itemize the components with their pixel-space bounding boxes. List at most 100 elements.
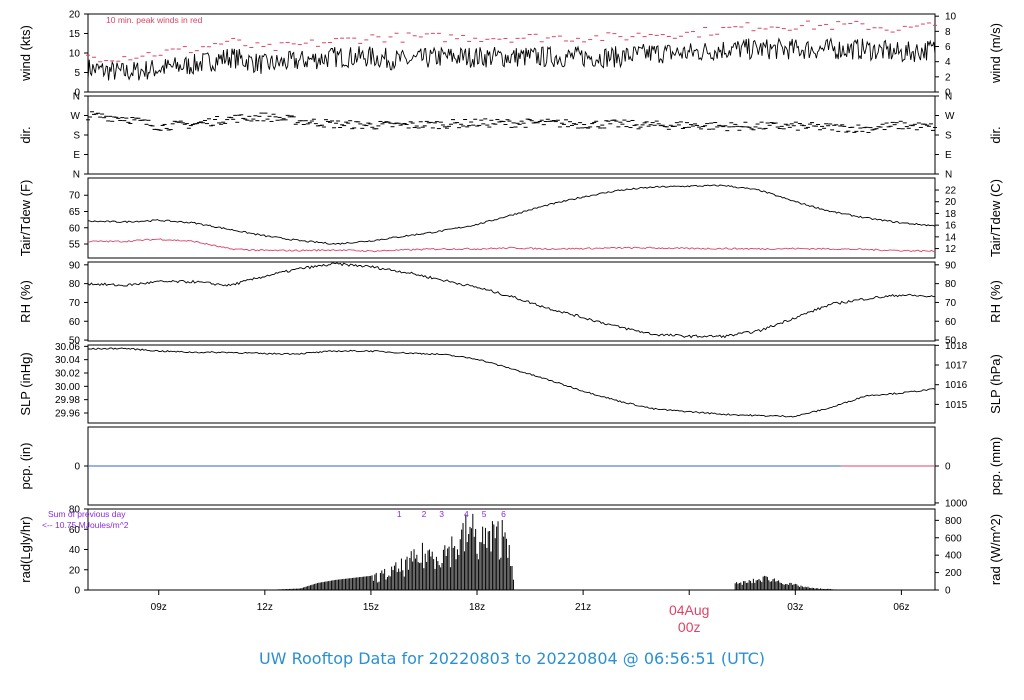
- ytick-label: N: [73, 92, 80, 103]
- series-dew: [87, 238, 936, 253]
- ytick-label: S: [73, 131, 80, 142]
- series-slp: [87, 347, 936, 418]
- ytick-label: 60: [69, 525, 81, 536]
- ylabel-left-direction: dir.: [18, 126, 33, 143]
- right-ytick-label: 1018: [945, 341, 968, 352]
- right-ytick-label: 2: [945, 72, 951, 83]
- panel-frame-radiation: [87, 508, 936, 591]
- right-ytick-label: 0: [945, 586, 951, 597]
- series-rh: [87, 262, 936, 339]
- ylabel-left-radiation: rad(Lgly/hr): [18, 516, 33, 582]
- xtick-label: 03z: [787, 602, 803, 613]
- right-ytick-label: 18: [945, 209, 957, 220]
- ytick-label: 70: [69, 298, 81, 309]
- ylabel-left-precipitation: pcp. (in): [18, 443, 33, 490]
- right-ytick-label: N: [945, 92, 952, 103]
- right-ytick-label: 1000: [945, 498, 968, 509]
- ytick-label: E: [73, 150, 80, 161]
- ytick-label: 90: [69, 260, 81, 271]
- ylabel-right-precipitation: pcp. (mm): [988, 437, 1003, 496]
- ytick-label: 50: [69, 336, 81, 347]
- right-ytick-label: 16: [945, 221, 957, 232]
- right-ytick-label: 80: [945, 279, 957, 290]
- xtick-label: 15z: [363, 602, 379, 613]
- right-ytick-label: 22: [945, 186, 957, 197]
- radiation-marker: 5: [482, 509, 487, 519]
- ytick-label: 5: [74, 68, 80, 79]
- ytick-label: 30.06: [55, 342, 80, 353]
- ylabel-left-humidity: RH (%): [18, 280, 33, 323]
- ytick-label: 20: [69, 10, 81, 21]
- right-ytick-label: 600: [945, 533, 962, 544]
- date-marker: 04Aug: [669, 602, 709, 618]
- right-ytick-label: S: [945, 131, 952, 142]
- ylabel-left-wind: wind (kts): [18, 25, 33, 82]
- ylabel-left-temperature: Tair/Tdew (F): [18, 180, 33, 257]
- ytick-label: 29.98: [55, 395, 80, 406]
- panel-frame-temperature: [87, 177, 936, 259]
- right-ytick-label: 0: [945, 462, 951, 473]
- xtick-label: 12z: [257, 602, 273, 613]
- right-ytick-label: 70: [945, 298, 957, 309]
- ytick-label: 30.04: [55, 355, 80, 366]
- radiation-sum-note: Sum of previous day: [48, 509, 126, 519]
- radiation-sum-value: <-- 10.75 MJoules/m^2: [42, 520, 129, 530]
- ytick-label: 40: [69, 545, 81, 556]
- ytick-label: 0: [74, 462, 80, 473]
- ylabel-right-direction: dir.: [988, 126, 1003, 143]
- right-ytick-label: 0: [945, 88, 951, 99]
- ytick-label: 70: [69, 191, 81, 202]
- ytick-label: 20: [69, 565, 81, 576]
- ylabel-right-wind: wind (m/s): [988, 23, 1003, 84]
- ytick-label: 0: [74, 586, 80, 597]
- right-ytick-label: 14: [945, 232, 957, 243]
- right-ytick-label: 12: [945, 244, 957, 255]
- ylabel-right-temperature: Tair/Tdew (C): [988, 179, 1003, 257]
- page-title: UW Rooftop Data for 20220803 to 20220804…: [258, 649, 766, 668]
- right-ytick-label: 20: [945, 197, 957, 208]
- xtick-label: 06z: [893, 602, 909, 613]
- ylabel-right-humidity: RH (%): [988, 280, 1003, 323]
- right-ytick-label: 90: [945, 260, 957, 271]
- right-ytick-label: 6: [945, 42, 951, 53]
- right-ytick-label: 1016: [945, 380, 968, 391]
- xtick-label: 18z: [469, 602, 485, 613]
- ytick-label: 55: [69, 240, 81, 251]
- peak-wind-annotation: 10 min. peak winds in red: [106, 15, 203, 25]
- radiation-marker: 1: [397, 509, 402, 519]
- ylabel-right-pressure: SLP (hPa): [988, 354, 1003, 414]
- panel-frame-direction: [87, 95, 936, 175]
- right-ytick-label: 400: [945, 551, 962, 562]
- ytick-label: N: [73, 170, 80, 181]
- right-ytick-label: 60: [945, 317, 957, 328]
- ytick-label: 30.00: [55, 382, 80, 393]
- radiation-marker: 2: [422, 509, 427, 519]
- right-ytick-label: 1017: [945, 361, 968, 372]
- xtick-label: 09z: [151, 602, 167, 613]
- series-wind-speed: [87, 37, 936, 81]
- radiation-marker: 4: [464, 509, 469, 519]
- right-ytick-label: N: [945, 170, 952, 181]
- date-marker-hour: 00z: [678, 619, 701, 635]
- panel-frame-humidity: [87, 261, 936, 342]
- right-ytick-label: 200: [945, 568, 962, 579]
- ytick-label: 29.96: [55, 409, 80, 420]
- ytick-label: 80: [69, 279, 81, 290]
- right-ytick-label: W: [945, 111, 955, 122]
- ytick-label: 65: [69, 207, 81, 218]
- xtick-label: 21z: [575, 602, 591, 613]
- ytick-label: 60: [69, 223, 81, 234]
- right-ytick-label: 10: [945, 12, 957, 23]
- radiation-marker: 6: [501, 509, 506, 519]
- ylabel-left-pressure: SLP (inHg): [18, 352, 33, 415]
- right-ytick-label: 1015: [945, 400, 968, 411]
- right-ytick-label: 4: [945, 57, 951, 68]
- panel-frame-pressure: [87, 344, 936, 424]
- ytick-label: 60: [69, 317, 81, 328]
- panel-frame-wind: [87, 13, 936, 93]
- right-ytick-label: 50: [945, 336, 957, 347]
- ytick-label: W: [71, 111, 81, 122]
- ylabel-right-radiation: rad (W/m^2): [988, 514, 1003, 585]
- series-air: [87, 184, 936, 245]
